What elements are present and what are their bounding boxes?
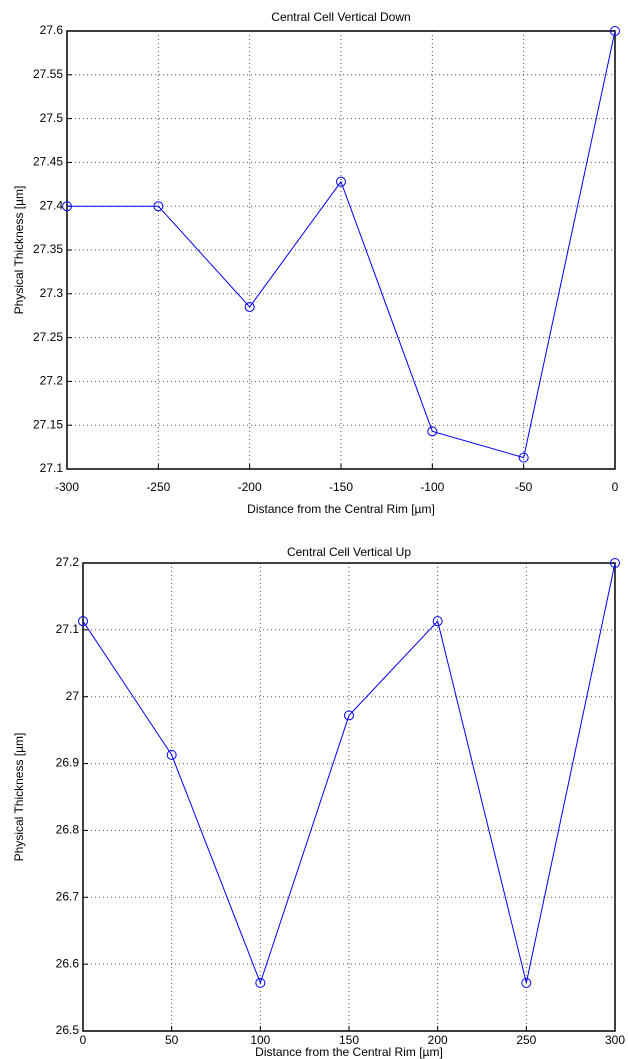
- y-tick-label: 27.45: [33, 155, 63, 169]
- x-tick-label: -250: [146, 480, 170, 494]
- x-tick-label: 250: [516, 1033, 536, 1047]
- marker: [336, 176, 346, 187]
- x-tick-label: -150: [329, 480, 353, 494]
- plot-frame: [66, 30, 616, 470]
- x-tick-label: -200: [238, 480, 262, 494]
- y-tick-label: 27.4: [40, 198, 64, 212]
- marker: [521, 977, 532, 988]
- y-tick-label: 27.5: [40, 111, 64, 125]
- marker: [427, 426, 438, 437]
- x-tick-label: 150: [339, 1033, 359, 1047]
- x-tick-label: -300: [55, 480, 79, 494]
- marker: [62, 201, 72, 212]
- x-tick-label: 0: [612, 480, 619, 494]
- marker: [255, 977, 266, 988]
- line: [67, 30, 616, 459]
- y-axis-label: Physical Thickness [µm]: [12, 186, 26, 315]
- y-tick-label: 27.1: [56, 622, 80, 636]
- x-tick-label: 0: [80, 1033, 87, 1047]
- y-tick-label: 26.9: [56, 756, 80, 770]
- y-tick-label: 27.35: [33, 242, 63, 256]
- marker: [432, 616, 443, 627]
- y-tick-label: 27.3: [40, 286, 64, 300]
- chart-title: Central Cell Vertical Down: [271, 10, 410, 24]
- chart-title: Central Cell Vertical Up: [287, 545, 411, 559]
- line: [82, 562, 616, 985]
- marker: [518, 452, 529, 463]
- marker: [153, 201, 164, 212]
- y-tick-label: 27.15: [33, 417, 63, 431]
- plot-frame: [82, 562, 616, 1032]
- y-tick-label: 27.6: [40, 23, 64, 37]
- x-tick-label: -50: [515, 480, 533, 494]
- marker: [244, 301, 255, 312]
- y-tick-label: 27.2: [40, 374, 64, 388]
- y-tick-label: 26.6: [56, 956, 80, 970]
- marker: [78, 616, 88, 627]
- y-tick-label: 27.25: [33, 330, 63, 344]
- y-tick-label: 27: [66, 689, 80, 703]
- marker: [166, 749, 177, 760]
- y-tick-label: 27.2: [56, 555, 80, 569]
- x-tick-label: 50: [165, 1033, 179, 1047]
- marker: [610, 558, 620, 568]
- y-tick-label: 27.1: [40, 461, 64, 475]
- y-axis-label: Physical Thickness [µm]: [12, 733, 26, 862]
- plot-area: [83, 563, 615, 1031]
- y-tick-label: 27.55: [33, 67, 63, 81]
- x-tick-label: 200: [428, 1033, 448, 1047]
- y-tick-label: 26.7: [56, 889, 80, 903]
- marker: [344, 710, 354, 721]
- x-axis-label: Distance from the Central Rim [µm]: [247, 502, 435, 516]
- x-tick-label: 300: [605, 1033, 625, 1047]
- y-tick-label: 26.8: [56, 823, 80, 837]
- marker: [610, 26, 620, 36]
- x-tick-label: 100: [250, 1033, 270, 1047]
- x-tick-label: -100: [420, 480, 444, 494]
- x-axis-label: Distance from the Central Rim [µm]: [255, 1045, 443, 1059]
- y-tick-label: 26.5: [56, 1023, 80, 1037]
